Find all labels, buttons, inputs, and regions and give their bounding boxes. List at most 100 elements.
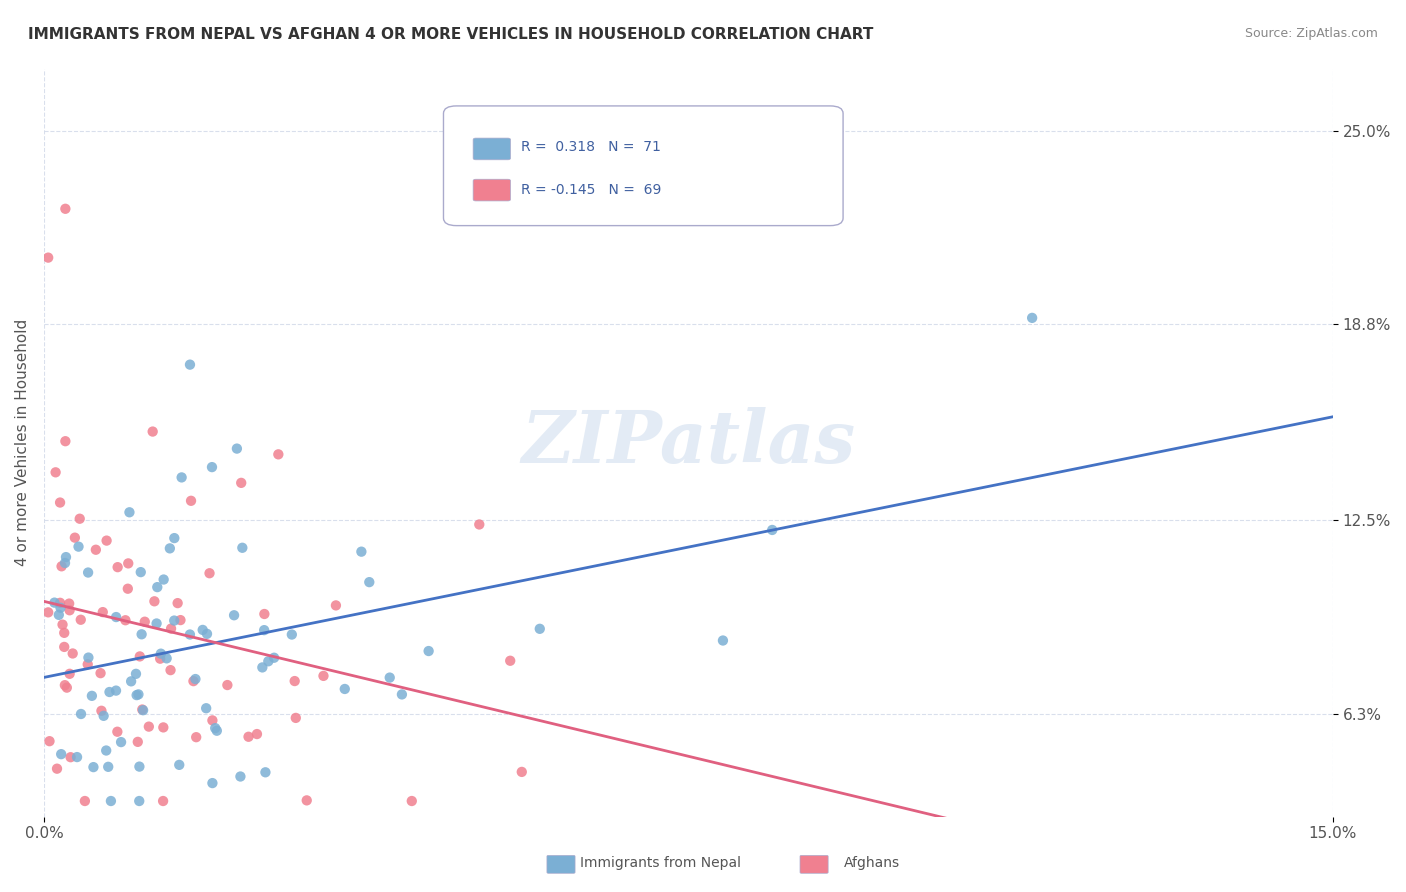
Point — [284, 711, 307, 725]
Point — [37, 251, 59, 265]
Point — [51, 617, 73, 632]
Point — [217, 678, 239, 692]
Point — [76, 657, 98, 672]
Point — [91, 605, 114, 619]
Point — [325, 599, 347, 613]
Point — [156, 651, 179, 665]
Point — [49, 600, 72, 615]
Point — [152, 720, 174, 734]
Point — [312, 669, 335, 683]
Point — [195, 701, 218, 715]
FancyBboxPatch shape — [443, 106, 844, 226]
Point — [38, 734, 60, 748]
Point — [254, 765, 277, 780]
Point — [711, 633, 734, 648]
Point — [159, 663, 181, 677]
Point — [114, 613, 136, 627]
Point — [222, 608, 245, 623]
Point — [66, 750, 89, 764]
Point — [93, 709, 115, 723]
Point — [62, 647, 84, 661]
Point — [179, 627, 201, 641]
Point — [252, 660, 274, 674]
Point — [82, 760, 104, 774]
Point — [169, 613, 191, 627]
Point — [56, 681, 79, 695]
Point — [51, 747, 73, 761]
Point — [267, 447, 290, 461]
Point — [170, 470, 193, 484]
Point — [45, 466, 67, 480]
Point — [127, 735, 149, 749]
Point — [63, 531, 86, 545]
Point — [149, 647, 172, 661]
Point — [468, 517, 491, 532]
Point — [77, 650, 100, 665]
Point — [295, 793, 318, 807]
Point — [201, 460, 224, 475]
Point — [191, 623, 214, 637]
Point — [198, 566, 221, 581]
Point — [97, 760, 120, 774]
Point — [238, 730, 260, 744]
Point — [359, 575, 381, 590]
Text: ZIPatlas: ZIPatlas — [522, 407, 855, 478]
Point — [53, 556, 76, 570]
Point — [70, 706, 93, 721]
Point — [58, 597, 80, 611]
Point — [231, 541, 253, 555]
Point — [51, 559, 73, 574]
Point — [180, 493, 202, 508]
Point — [510, 764, 533, 779]
Point — [127, 687, 149, 701]
Point — [350, 544, 373, 558]
Point — [59, 750, 82, 764]
Point — [186, 730, 208, 744]
Point — [131, 702, 153, 716]
Point — [167, 757, 190, 772]
Point — [145, 616, 167, 631]
Point — [378, 671, 401, 685]
Point — [59, 603, 82, 617]
Point — [184, 672, 207, 686]
Point — [53, 678, 76, 692]
Point — [143, 594, 166, 608]
Point — [152, 573, 174, 587]
Point — [128, 649, 150, 664]
Point — [229, 770, 252, 784]
Point — [183, 674, 205, 689]
Point — [418, 644, 440, 658]
Point — [37, 605, 59, 619]
Point — [98, 685, 121, 699]
Point — [120, 674, 142, 689]
Point — [67, 540, 90, 554]
Point — [152, 794, 174, 808]
Point — [761, 523, 783, 537]
Text: IMMIGRANTS FROM NEPAL VS AFGHAN 4 OR MORE VEHICLES IN HOUSEHOLD CORRELATION CHAR: IMMIGRANTS FROM NEPAL VS AFGHAN 4 OR MOR… — [28, 27, 873, 42]
Point — [333, 681, 356, 696]
Point — [105, 724, 128, 739]
Point — [46, 762, 69, 776]
Point — [53, 434, 76, 449]
Text: Source: ZipAtlas.com: Source: ZipAtlas.com — [1244, 27, 1378, 40]
Point — [253, 607, 276, 621]
Point — [59, 666, 82, 681]
Point — [55, 550, 77, 565]
Point — [48, 607, 70, 622]
Point — [391, 688, 413, 702]
Point — [53, 625, 76, 640]
Point — [163, 614, 186, 628]
Point — [529, 622, 551, 636]
Text: Afghans: Afghans — [844, 855, 900, 870]
Point — [96, 743, 118, 757]
Point — [128, 794, 150, 808]
Point — [49, 495, 72, 509]
Point — [105, 610, 128, 624]
Point — [160, 622, 183, 636]
Point — [53, 202, 76, 216]
Point — [246, 727, 269, 741]
Point — [138, 720, 160, 734]
FancyBboxPatch shape — [474, 138, 510, 160]
Point — [77, 566, 100, 580]
Text: R =  0.318   N =  71: R = 0.318 N = 71 — [520, 140, 661, 154]
